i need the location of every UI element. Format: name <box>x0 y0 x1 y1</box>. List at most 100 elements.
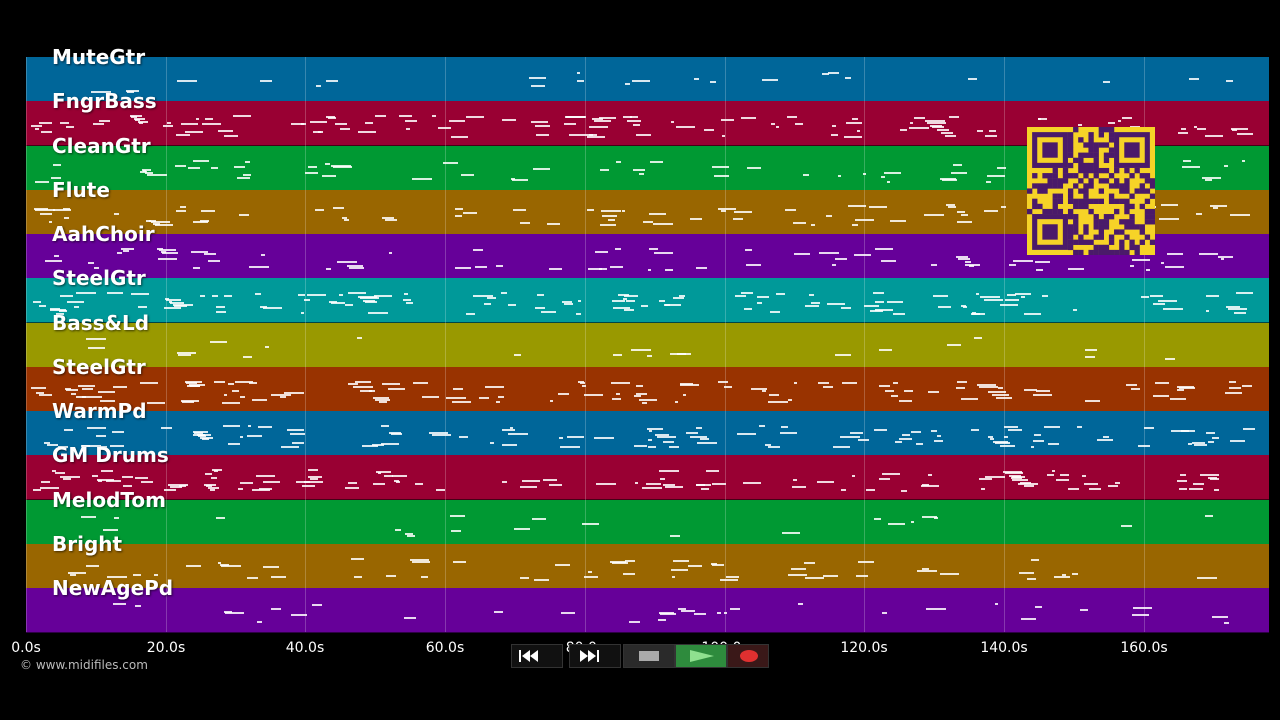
note-mark <box>648 446 656 448</box>
note-mark <box>1202 176 1221 179</box>
note-mark <box>131 116 137 119</box>
note-mark <box>473 295 493 298</box>
note-mark <box>822 73 829 75</box>
note-mark <box>263 565 279 568</box>
note-mark <box>565 116 585 119</box>
note-mark <box>765 444 771 446</box>
stop-button[interactable] <box>623 644 675 668</box>
note-mark <box>543 479 557 482</box>
note-mark <box>1126 383 1137 386</box>
note-mark <box>900 129 907 132</box>
note-mark <box>202 123 221 126</box>
note-mark <box>686 432 698 434</box>
track-label: MelodTom <box>52 487 166 512</box>
note-mark <box>249 266 257 268</box>
note-mark <box>963 306 967 309</box>
note-mark <box>1027 577 1036 580</box>
note-mark <box>613 353 622 356</box>
note-mark <box>302 485 315 488</box>
note-mark <box>41 481 50 484</box>
note-mark <box>961 213 968 216</box>
note-mark <box>208 487 219 490</box>
note-mark <box>534 578 549 581</box>
note-mark <box>701 488 709 491</box>
note-mark <box>1163 308 1183 311</box>
note-mark <box>968 78 977 80</box>
note-mark <box>463 211 477 214</box>
note-mark <box>564 303 573 306</box>
track-lane <box>26 455 1269 501</box>
track-lane <box>26 366 1269 412</box>
note-mark <box>355 380 371 383</box>
note-mark <box>1153 394 1169 397</box>
note-mark <box>224 295 232 298</box>
note-mark <box>291 123 306 126</box>
note-mark <box>381 443 399 445</box>
tick-label: 0.0s <box>11 640 41 656</box>
note-mark <box>838 174 841 177</box>
note-mark <box>225 612 244 614</box>
note-mark <box>449 120 465 123</box>
note-mark <box>35 128 39 131</box>
qr-pattern <box>1027 127 1156 256</box>
note-mark <box>438 127 451 130</box>
note-mark <box>1229 380 1236 383</box>
note-mark <box>1208 441 1214 443</box>
note-mark <box>35 208 55 211</box>
note-mark <box>1234 312 1246 315</box>
note-mark <box>1230 440 1245 442</box>
note-mark <box>769 393 779 396</box>
note-mark <box>879 384 890 387</box>
note-mark <box>759 425 765 427</box>
note-mark <box>395 528 401 531</box>
note-mark <box>589 134 593 137</box>
rewind-button[interactable] <box>511 644 563 668</box>
note-mark <box>625 83 630 85</box>
note-mark <box>998 386 1003 389</box>
note-mark <box>421 575 428 578</box>
note-mark <box>164 489 176 492</box>
note-mark <box>82 395 102 398</box>
note-mark <box>942 178 957 181</box>
note-mark <box>549 268 562 270</box>
note-mark <box>66 388 78 391</box>
note-mark <box>781 426 788 428</box>
note-mark <box>745 249 752 251</box>
note-mark <box>776 126 779 129</box>
note-mark <box>50 309 66 312</box>
note-mark <box>211 166 218 169</box>
record-button[interactable] <box>727 644 769 668</box>
note-mark <box>577 80 584 82</box>
note-mark <box>326 268 331 270</box>
note-mark <box>304 299 310 302</box>
note-mark <box>671 568 688 571</box>
note-mark <box>1210 478 1219 481</box>
track-label: MuteGtr <box>52 45 146 69</box>
note-mark <box>858 560 874 563</box>
note-mark <box>1097 439 1113 441</box>
note-mark <box>39 393 52 396</box>
note-mark <box>99 120 110 123</box>
note-mark <box>1226 80 1233 82</box>
track-label: Flute <box>52 177 110 202</box>
fast-forward-button[interactable] <box>569 644 621 668</box>
note-mark <box>1018 483 1038 486</box>
note-mark <box>1153 303 1165 306</box>
tick-label: 120.0s <box>840 640 888 656</box>
play-button[interactable] <box>675 644 727 668</box>
note-mark <box>1197 128 1206 131</box>
note-mark <box>1133 607 1152 609</box>
gridline <box>445 57 446 632</box>
note-mark <box>622 209 625 212</box>
stop-icon <box>639 651 659 661</box>
note-mark <box>339 294 343 297</box>
note-mark <box>512 178 528 181</box>
note-mark <box>683 393 686 396</box>
note-mark <box>154 573 158 576</box>
note-mark <box>1165 357 1175 360</box>
note-mark <box>706 470 719 473</box>
note-mark <box>869 205 887 208</box>
note-mark <box>455 267 471 269</box>
note-mark <box>60 295 73 298</box>
note-mark <box>721 119 734 122</box>
